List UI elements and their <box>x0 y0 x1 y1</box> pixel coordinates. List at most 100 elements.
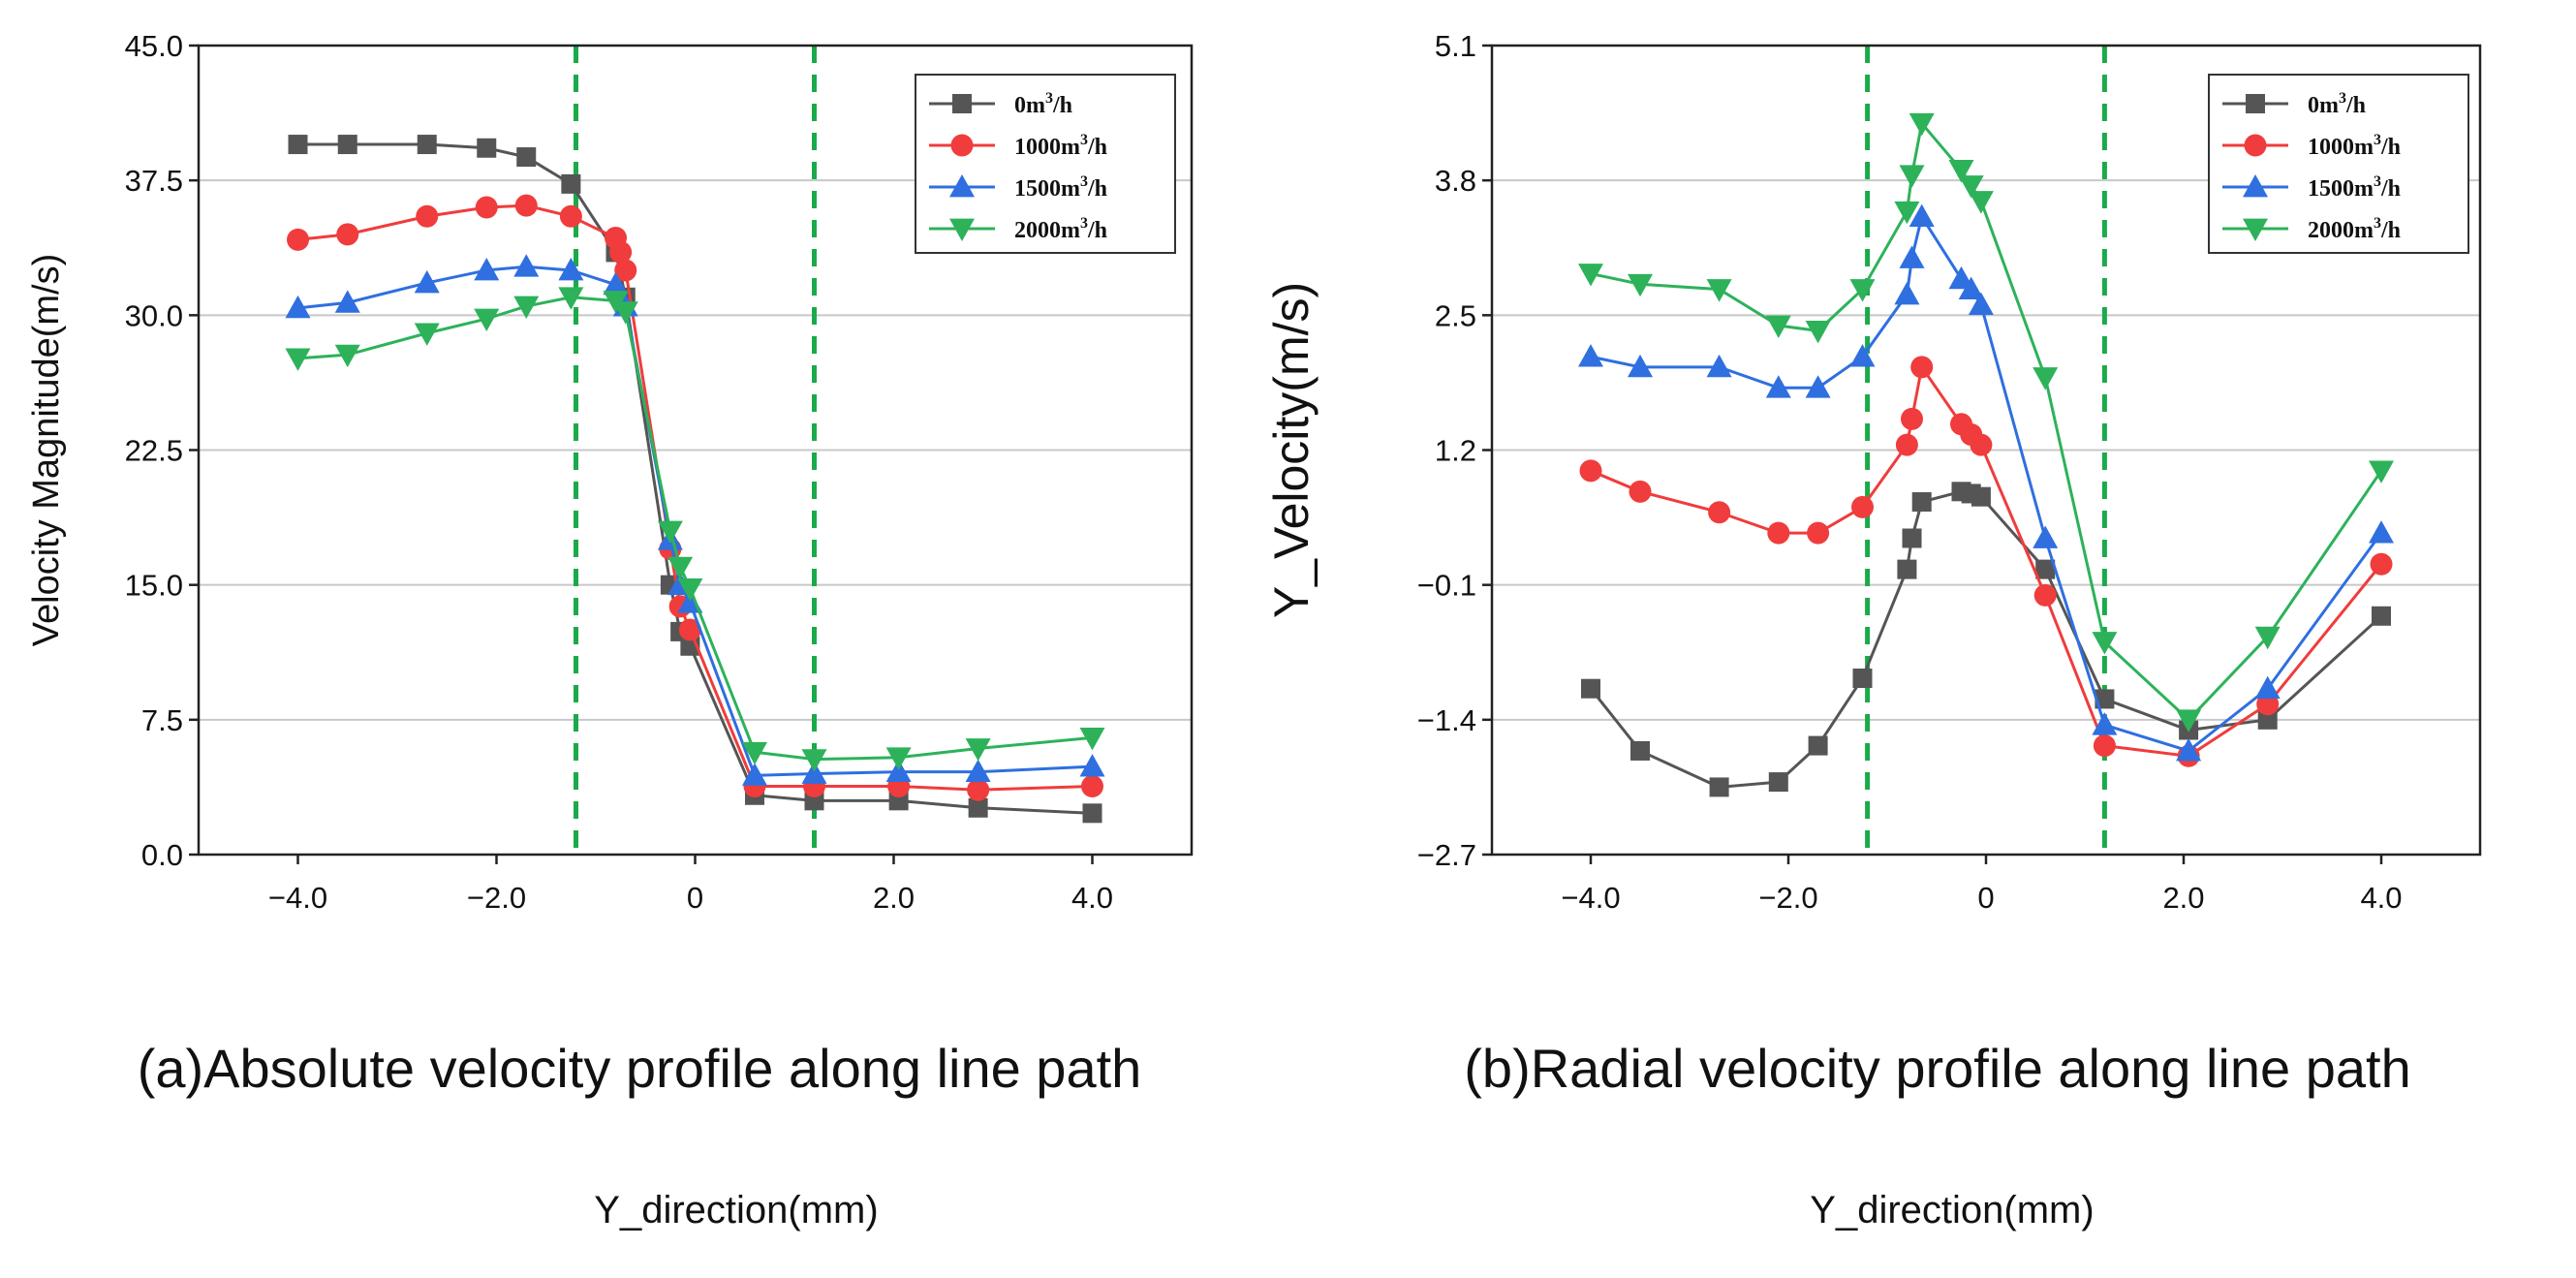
data-point <box>603 271 629 296</box>
data-point <box>1958 276 1984 299</box>
legend-entry: 1500m3/h <box>1014 173 1107 202</box>
x-tick-label: 4.0 <box>1071 881 1113 915</box>
legend-entry-tail: /h <box>1052 93 1072 118</box>
legend-entry-tail: /h <box>1087 218 1107 243</box>
chart-absolute-velocity: 0.0 7.5 15.0 22.5 30.0 37.5 45.0 −4.0 −2.0 0 2.0 4.… <box>26 29 1194 1231</box>
data-point <box>334 290 360 313</box>
data-point <box>1968 191 1994 214</box>
data-point <box>1851 495 1874 518</box>
y-tick-label: 15.0 <box>125 569 183 603</box>
data-point <box>1901 407 1923 430</box>
y-tick-label: 3.8 <box>1435 164 1476 198</box>
data-point <box>414 269 440 294</box>
data-point <box>667 556 694 580</box>
y-tick-label: −1.4 <box>1417 703 1476 737</box>
data-point <box>1708 501 1731 524</box>
data-point <box>561 173 581 194</box>
data-point <box>2372 606 2391 626</box>
data-point <box>334 344 360 368</box>
series-1500m <box>1578 203 2394 762</box>
data-point <box>1628 273 1653 297</box>
data-point <box>1909 112 1935 137</box>
series-2000m <box>285 287 1105 772</box>
data-point <box>2176 737 2202 762</box>
data-point <box>1581 678 1600 699</box>
legend-marker <box>2246 94 2265 113</box>
data-point <box>2257 709 2278 730</box>
y-tick-label: 30.0 <box>125 298 183 332</box>
data-point <box>285 348 311 371</box>
data-point <box>336 223 359 246</box>
data-point <box>1765 375 1791 398</box>
data-point <box>474 257 500 281</box>
data-point <box>1909 203 1935 228</box>
data-point <box>801 749 827 772</box>
data-point <box>1910 356 1934 379</box>
legend-entry-sup: 3 <box>1045 90 1053 107</box>
data-point <box>2254 626 2281 650</box>
data-point <box>885 759 912 783</box>
legend-entry-tail: /h <box>2345 93 2366 118</box>
series-line <box>297 142 1093 815</box>
legend-entry-sup: 3 <box>1080 132 1088 148</box>
data-point <box>1709 777 1729 797</box>
series-2000m <box>1578 112 2394 733</box>
series-line <box>297 265 1093 777</box>
data-point <box>477 138 497 158</box>
data-point <box>609 240 633 264</box>
y-tick-label: 22.5 <box>125 434 183 468</box>
legend-marker <box>2243 174 2268 198</box>
data-point <box>1911 492 1932 513</box>
data-point <box>968 797 988 818</box>
legend-marker <box>949 218 975 241</box>
data-point <box>1765 315 1791 339</box>
y-tick-label: 37.5 <box>125 164 183 198</box>
data-point <box>965 759 991 783</box>
data-point <box>657 520 683 544</box>
legend-marker <box>2243 218 2268 241</box>
data-point <box>514 194 538 217</box>
data-point <box>1706 354 1732 378</box>
data-point <box>742 763 767 786</box>
legend-entry: 0m3/h <box>2308 90 2366 118</box>
chart-radial-velocity: −2.7 −1.4 −0.1 1.2 2.5 3.8 5.1 −4.0 −2.0 0 2.0 4.0 Y… <box>1264 29 2482 1231</box>
data-point <box>1081 774 1103 797</box>
data-point <box>513 296 540 320</box>
data-point <box>2092 712 2118 735</box>
x-tick-label: −4.0 <box>268 881 327 915</box>
data-point <box>2176 709 2202 733</box>
legend-entry-tail: /h <box>2380 176 2401 202</box>
x-tick-label: −4.0 <box>1561 881 1620 915</box>
data-point <box>801 761 827 784</box>
legend-entry-base: 2000m <box>2308 218 2374 243</box>
data-point <box>288 135 308 155</box>
x-axis-label: Y_direction(mm) <box>1810 1189 2094 1231</box>
legend-entry: 0m3/h <box>1014 90 1072 118</box>
legend-marker <box>2244 134 2267 157</box>
data-point <box>558 257 584 281</box>
y-tick-label: 45.0 <box>125 29 183 63</box>
x-tick-label: −2.0 <box>1758 881 1817 915</box>
series-1000m <box>287 194 1103 801</box>
legend-entry-base: 1000m <box>1014 135 1080 160</box>
y-axis-label: Y_Velocity(m/s) <box>1264 282 1319 618</box>
data-point <box>1902 528 1922 548</box>
data-point <box>614 259 637 282</box>
data-point <box>1578 344 1603 367</box>
data-point <box>2370 552 2393 576</box>
x-tick-label: 0 <box>687 881 703 915</box>
chart-caption: (a)Absolute velocity profile along line … <box>138 1038 1142 1099</box>
data-point <box>1899 245 1925 268</box>
data-point <box>513 254 540 277</box>
data-point <box>2033 367 2059 390</box>
legend-entry: 1000m3/h <box>2308 132 2401 160</box>
data-point <box>1579 459 1602 483</box>
data-point <box>1807 521 1830 545</box>
data-point <box>612 301 638 325</box>
y-tick-label: 2.5 <box>1435 298 1476 332</box>
data-point <box>2033 525 2059 548</box>
chart-caption: (b)Radial velocity profile along line pa… <box>1464 1038 2410 1099</box>
legend-entry-base: 1000m <box>2308 135 2374 160</box>
